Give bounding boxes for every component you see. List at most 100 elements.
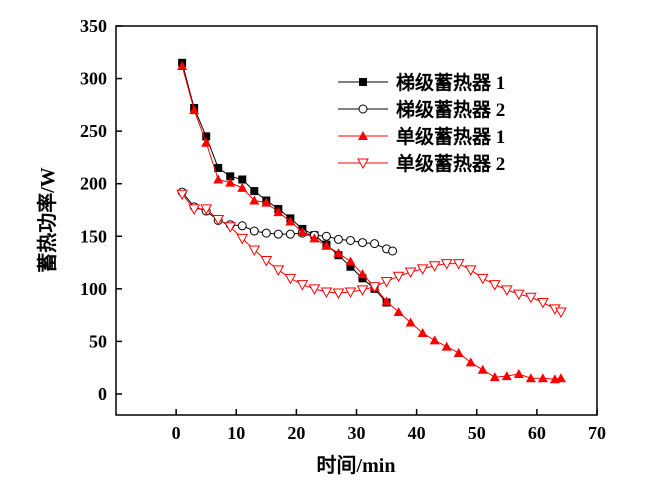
data-point xyxy=(177,60,188,70)
data-point xyxy=(500,285,513,296)
x-tick-label: 30 xyxy=(348,423,366,443)
x-tick-label: 70 xyxy=(588,423,606,443)
data-point xyxy=(555,373,566,383)
data-point xyxy=(285,216,296,226)
y-tick-label: 250 xyxy=(80,121,107,141)
data-point xyxy=(525,292,537,304)
data-point xyxy=(249,195,260,205)
data-point xyxy=(188,204,201,215)
data-point xyxy=(297,227,308,237)
data-point xyxy=(525,373,536,383)
data-point xyxy=(417,327,428,337)
data-point xyxy=(512,289,525,301)
data-point xyxy=(404,267,417,279)
data-point xyxy=(346,262,355,271)
data-point xyxy=(202,132,211,141)
data-point xyxy=(261,228,271,238)
x-tick-label: 60 xyxy=(528,423,546,443)
data-point xyxy=(333,234,343,244)
data-point xyxy=(370,239,380,249)
data-point xyxy=(200,204,213,215)
y-tick-label: 200 xyxy=(80,174,107,194)
data-point xyxy=(176,189,188,201)
data-point xyxy=(249,226,259,236)
data-point xyxy=(537,298,549,309)
legend-label: 单级蓄热器 2 xyxy=(396,152,505,175)
series-4 xyxy=(176,189,567,318)
data-point xyxy=(356,285,369,296)
y-axis-title: 蓄热功率/W xyxy=(35,167,59,273)
data-point xyxy=(465,357,476,367)
x-tick-label: 10 xyxy=(227,423,245,443)
data-point xyxy=(345,256,356,266)
data-point xyxy=(273,207,284,217)
data-point xyxy=(332,288,345,300)
data-point xyxy=(489,372,500,382)
data-point xyxy=(344,287,357,299)
data-point xyxy=(248,245,261,256)
data-point xyxy=(272,265,285,276)
data-point xyxy=(189,105,200,115)
y-tick-label: 100 xyxy=(80,279,107,299)
data-point xyxy=(236,233,249,245)
data-point xyxy=(308,284,321,295)
series-line xyxy=(181,193,562,313)
data-point xyxy=(429,335,440,345)
data-point xyxy=(368,282,381,293)
y-tick-label: 350 xyxy=(80,16,107,36)
data-point xyxy=(225,177,236,187)
data-point xyxy=(237,221,247,231)
x-tick-label: 40 xyxy=(408,423,426,443)
data-point xyxy=(285,229,295,239)
data-point xyxy=(357,269,368,279)
y-tick-label: 50 xyxy=(89,331,107,351)
data-point xyxy=(555,307,567,318)
data-point xyxy=(309,233,320,243)
data-point xyxy=(224,222,237,233)
data-point xyxy=(284,273,297,285)
data-point xyxy=(381,296,392,306)
legend-label: 梯级蓄热器 1 xyxy=(396,71,505,94)
data-point xyxy=(393,306,404,316)
data-point xyxy=(405,317,416,327)
data-point xyxy=(392,271,405,283)
y-tick-label: 300 xyxy=(80,69,107,89)
data-point xyxy=(464,265,477,276)
data-point xyxy=(321,240,332,250)
x-tick-label: 50 xyxy=(468,423,486,443)
data-point xyxy=(296,280,309,291)
data-point xyxy=(440,259,453,270)
data-point xyxy=(358,274,367,283)
y-tick-label: 0 xyxy=(98,384,107,404)
series-group xyxy=(176,58,567,384)
legend-label: 梯级蓄热器 2 xyxy=(396,98,505,121)
data-point xyxy=(358,238,368,248)
data-point xyxy=(452,259,465,270)
legend-label: 单级蓄热器 1 xyxy=(396,125,505,148)
data-point xyxy=(238,175,247,184)
data-point xyxy=(250,187,259,196)
data-point xyxy=(416,264,429,275)
data-point xyxy=(476,273,489,285)
data-point xyxy=(214,163,223,172)
data-point xyxy=(261,197,272,207)
data-point xyxy=(321,231,331,241)
legend-marker xyxy=(358,131,368,140)
data-point xyxy=(201,137,212,147)
series-1 xyxy=(178,58,391,307)
data-point xyxy=(501,371,512,381)
data-point xyxy=(345,235,355,245)
data-point xyxy=(428,261,441,272)
data-point xyxy=(441,341,452,351)
data-point xyxy=(513,368,524,378)
data-point xyxy=(213,174,224,184)
data-point xyxy=(320,287,333,299)
x-axis-title: 时间/min xyxy=(317,454,396,477)
x-tick-label: 20 xyxy=(287,423,305,443)
legend-marker xyxy=(359,78,367,86)
data-point xyxy=(453,347,464,357)
data-point xyxy=(380,276,393,288)
y-tick-label: 150 xyxy=(80,226,107,246)
x-tick-label: 0 xyxy=(172,423,181,443)
